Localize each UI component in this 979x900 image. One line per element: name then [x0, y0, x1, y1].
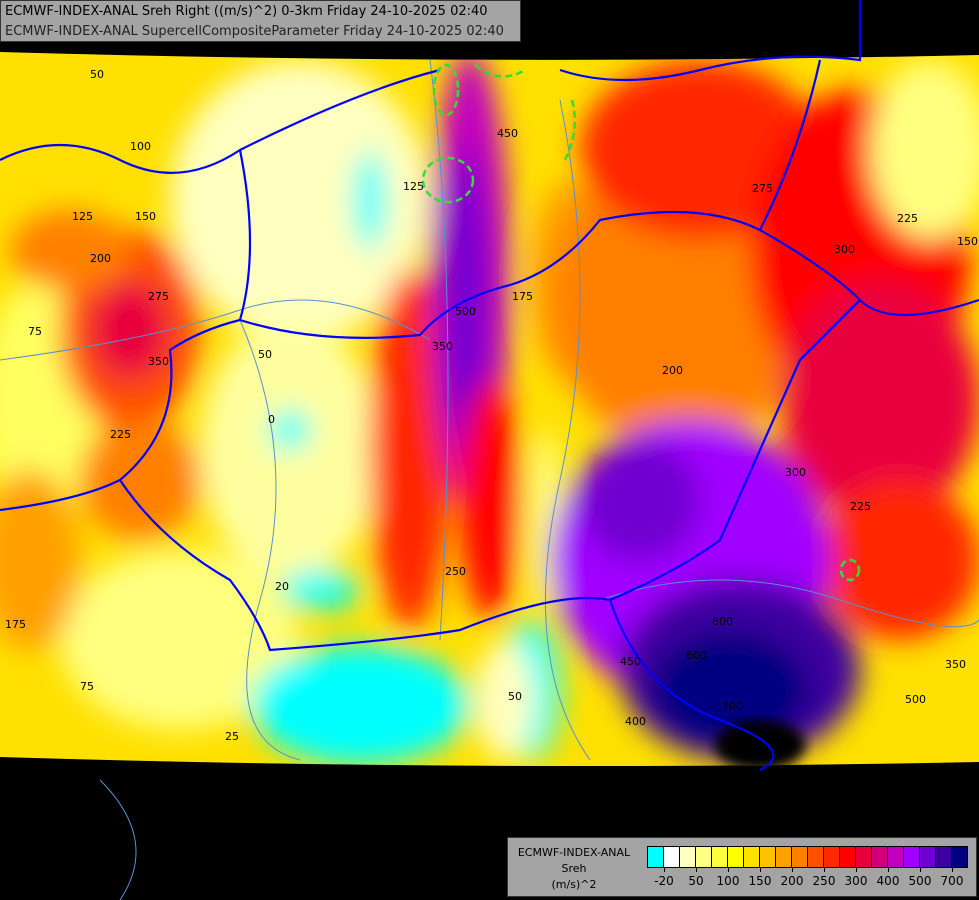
legend-tick-mark [792, 867, 793, 872]
legend-tick-mark [824, 867, 825, 872]
legend-tick-mark [888, 867, 889, 872]
contour-label: 275 [148, 290, 169, 303]
legend-swatch [696, 847, 712, 867]
contour-label: 20 [275, 580, 289, 593]
legend-tick-label: 300 [844, 874, 868, 888]
contour-label: 200 [90, 252, 111, 265]
legend-swatch [808, 847, 824, 867]
legend-swatch [920, 847, 936, 867]
legend-swatch [648, 847, 664, 867]
contour-label: 50 [508, 690, 522, 703]
legend-swatch [936, 847, 952, 867]
legend-tick-mark [952, 867, 953, 872]
contour-label: 125 [72, 210, 93, 223]
contour-label: 350 [945, 658, 966, 671]
contour-label: 25 [225, 730, 239, 743]
contour-label: 225 [897, 212, 918, 225]
contour-label: 50 [90, 68, 104, 81]
contour-labels: 50 100 125 150 200 275 350 225 75 175 20… [5, 68, 978, 743]
legend-swatch [952, 847, 967, 867]
legend-tick-label: 250 [812, 874, 836, 888]
legend-swatch [904, 847, 920, 867]
contour-label: 50 [258, 348, 272, 361]
contour-label: 150 [135, 210, 156, 223]
legend-swatch [840, 847, 856, 867]
legend-tick-label: -20 [654, 874, 674, 888]
contour-label: 350 [148, 355, 169, 368]
legend-swatch [712, 847, 728, 867]
legend-swatch [792, 847, 808, 867]
legend-tick-mark [664, 867, 665, 872]
legend-tick-label: 150 [748, 874, 772, 888]
contour-label: 175 [5, 618, 26, 631]
sreh-field [0, 52, 979, 766]
legend-tick-mark [760, 867, 761, 872]
legend-swatches [647, 846, 968, 868]
rivers [0, 59, 979, 900]
contour-label: 0 [268, 413, 275, 426]
contour-label: 175 [512, 290, 533, 303]
legend-tick-label: 200 [780, 874, 804, 888]
contour-label: 250 [445, 565, 466, 578]
scp-contours [421, 63, 861, 582]
legend-swatch [728, 847, 744, 867]
legend-tick-mark [728, 867, 729, 872]
legend-swatch [824, 847, 840, 867]
contour-label: 350 [432, 340, 453, 353]
map-subtitle: ECMWF-INDEX-ANAL SupercellCompositeParam… [5, 24, 504, 39]
legend-model: ECMWF-INDEX-ANAL [517, 846, 631, 859]
contour-label: 75 [80, 680, 94, 693]
contour-label: 400 [625, 715, 646, 728]
legend-tick-label: 100 [716, 874, 740, 888]
legend-tick-label: 700 [940, 874, 964, 888]
legend-swatch [872, 847, 888, 867]
legend-tick-mark [696, 867, 697, 872]
legend-variable: Sreh [561, 862, 587, 875]
contour-label: 300 [785, 466, 806, 479]
contour-label: 75 [28, 325, 42, 338]
color-legend: ECMWF-INDEX-ANAL Sreh (m/s)^2 -20 50 100 15… [507, 837, 977, 897]
contour-label: 300 [834, 243, 855, 256]
contour-label: 200 [662, 364, 683, 377]
contour-label: 100 [130, 140, 151, 153]
contour-label: 800 [712, 615, 733, 628]
legend-swatch [680, 847, 696, 867]
contour-label: 500 [905, 693, 926, 706]
no-data-patch [715, 720, 805, 766]
country-borders [0, 0, 979, 771]
legend-tick-mark [856, 867, 857, 872]
contour-label: 500 [455, 305, 476, 318]
legend-swatch [888, 847, 904, 867]
map-title: ECMWF-INDEX-ANAL Sreh Right ((m/s)^2) 0-… [5, 4, 488, 19]
contour-label: 450 [620, 655, 641, 668]
contour-label: 125 [403, 180, 424, 193]
legend-swatch [760, 847, 776, 867]
contour-label: 600 [686, 649, 707, 662]
legend-swatch [776, 847, 792, 867]
contour-label: 700 [722, 700, 743, 713]
legend-tick-label: 50 [688, 874, 704, 888]
map-title-box: ECMWF-INDEX-ANAL Sreh Right ((m/s)^2) 0-… [0, 0, 521, 42]
legend-unit: (m/s)^2 [551, 878, 597, 891]
legend-swatch [664, 847, 680, 867]
contour-label: 150 [957, 235, 978, 248]
legend-tick-label: 500 [908, 874, 932, 888]
legend-tick-label: 400 [876, 874, 900, 888]
legend-swatch [744, 847, 760, 867]
contour-label: 225 [850, 500, 871, 513]
contour-label: 225 [110, 428, 131, 441]
contour-label: 450 [497, 127, 518, 140]
legend-swatch [856, 847, 872, 867]
legend-tick-mark [920, 867, 921, 872]
contour-label: 275 [752, 182, 773, 195]
